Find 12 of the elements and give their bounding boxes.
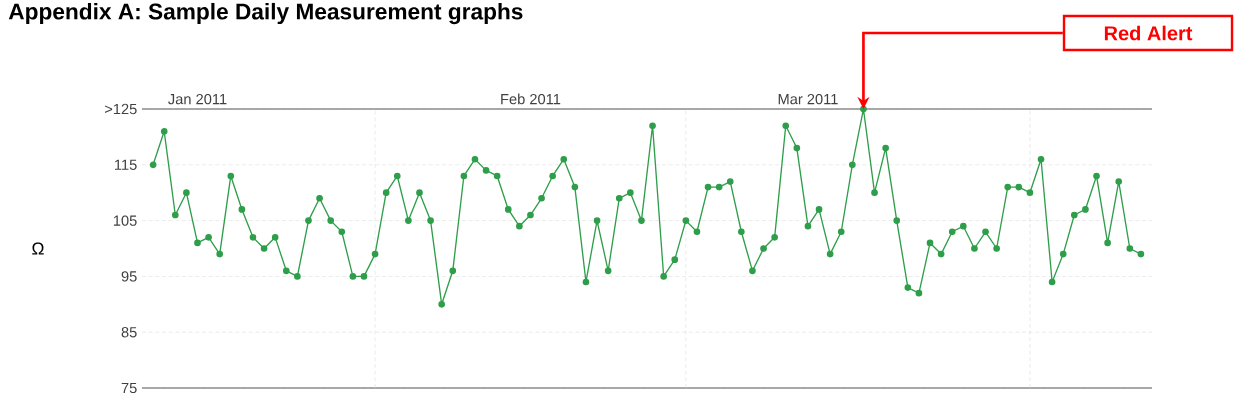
y-tick-label: 115	[115, 159, 137, 170]
y-tick-label: >125	[104, 103, 137, 115]
y-tick-label: 95	[121, 271, 137, 282]
x-tick-label: Jan 2011	[168, 93, 227, 105]
x-tick-label: Feb 2011	[501, 93, 561, 105]
y-tick-label: 85	[121, 327, 137, 338]
chart-title: Appendix A: Sample Daily Measurement graphs	[8, 2, 523, 25]
y-tick-label: 105	[113, 215, 137, 226]
y-axis-title: Ω	[32, 242, 44, 255]
x-tick-label: Mar 2011	[778, 93, 838, 105]
y-tick-label: 75	[121, 382, 137, 394]
text: Red Alert	[1104, 25, 1193, 41]
